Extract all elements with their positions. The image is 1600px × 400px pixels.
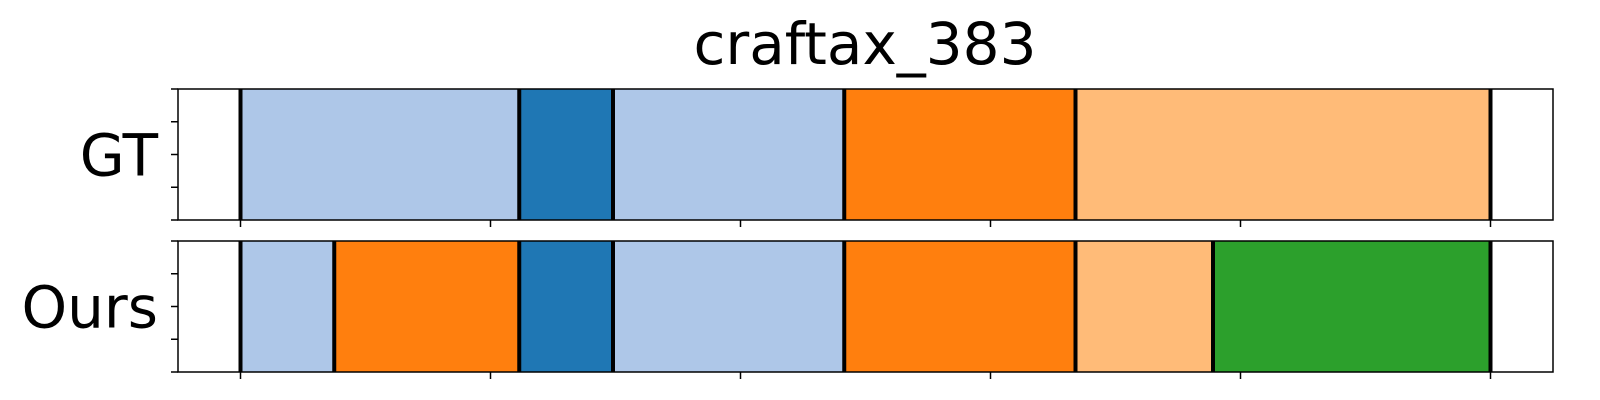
panel-ours: Ours <box>22 240 1554 379</box>
segment-bar <box>519 89 613 220</box>
segment-bar <box>334 241 520 372</box>
segment-bar <box>519 241 613 372</box>
segment-bar <box>844 89 1076 220</box>
segment-bar <box>1075 241 1213 372</box>
panel-gt: GT <box>80 88 1554 227</box>
chart-title: craftax_383 <box>694 10 1037 78</box>
segment-bar <box>1075 89 1491 220</box>
segment-bar <box>1213 241 1491 372</box>
segment-bar <box>240 89 520 220</box>
segment-bar <box>613 241 845 372</box>
row-label-gt: GT <box>80 122 159 190</box>
segment-bar <box>844 241 1076 372</box>
segment-bar <box>613 89 845 220</box>
panels: GT Ours <box>22 88 1554 379</box>
row-label-ours: Ours <box>22 274 158 342</box>
segment-bar <box>240 241 335 372</box>
